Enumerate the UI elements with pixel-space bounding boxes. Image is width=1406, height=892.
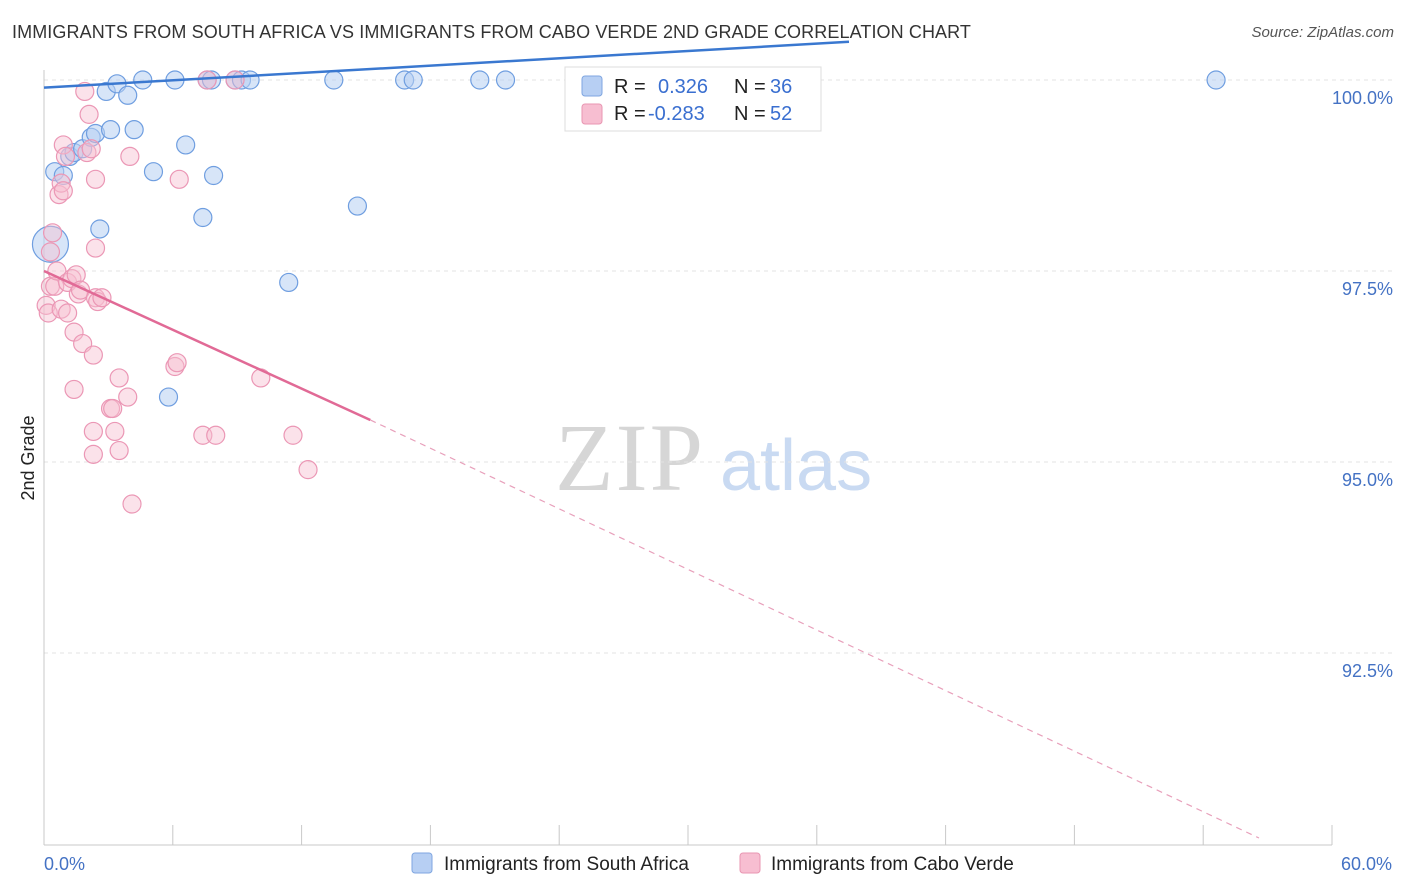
watermark-zip: ZIP [555, 404, 705, 511]
point-cabo-verde [118, 387, 138, 407]
point-south-africa [133, 70, 153, 90]
legend-n-value-1: 36 [770, 76, 792, 98]
grid-lines [44, 79, 1392, 654]
point-south-africa [118, 85, 138, 105]
point-cabo-verde [79, 104, 99, 124]
point-south-africa [470, 70, 490, 90]
legend-n-label-1: N = [734, 76, 766, 98]
point-cabo-verde [55, 146, 76, 166]
stats-legend-box [564, 66, 822, 132]
point-south-africa [279, 272, 299, 293]
point-cabo-verde [167, 353, 187, 373]
point-south-africa [495, 70, 516, 90]
point-south-africa [100, 120, 121, 140]
point-cabo-verde [66, 265, 86, 285]
y-tick-label: 95.0% [1342, 470, 1393, 490]
point-south-africa [403, 70, 423, 90]
series-legend-swatch-cabo-verde [739, 852, 761, 874]
point-cabo-verde [83, 421, 103, 442]
point-cabo-verde [85, 238, 106, 258]
point-cabo-verde [85, 169, 106, 189]
point-cabo-verde [120, 146, 140, 166]
legend-n-label-2: N = [734, 103, 766, 125]
point-cabo-verde [105, 421, 125, 442]
legend-r-label-2: R = [614, 103, 646, 125]
point-south-africa [143, 162, 164, 182]
legend-n-value-2: 52 [770, 103, 792, 125]
point-cabo-verde [225, 70, 245, 90]
point-south-africa [158, 387, 179, 407]
trend-line-south-africa [43, 40, 850, 89]
point-south-africa [176, 135, 196, 155]
y-tick-label: 97.5% [1342, 279, 1393, 299]
point-south-africa [1206, 70, 1226, 90]
y-tick-label: 100.0% [1332, 88, 1393, 108]
point-cabo-verde [75, 81, 95, 102]
point-cabo-verde [51, 173, 71, 193]
point-cabo-verde [53, 135, 73, 155]
point-south-africa [203, 165, 224, 186]
y-tick-labels: 100.0% 97.5% 95.0% 92.5% [1332, 88, 1393, 681]
trend-line-cabo-verde-extension [370, 419, 1260, 839]
point-south-africa [193, 207, 213, 228]
x-axis-ticks [43, 825, 1333, 845]
series-legend-swatch-south-africa [411, 852, 433, 874]
watermark-atlas: atlas [720, 426, 872, 506]
y-axis-label: 2nd Grade [18, 415, 38, 500]
point-cabo-verde [103, 398, 123, 419]
legend-swatch-south-africa [581, 75, 603, 97]
point-cabo-verde [64, 379, 84, 400]
legend-swatch-cabo-verde [581, 103, 603, 125]
point-cabo-verde [109, 368, 129, 388]
point-cabo-verde [298, 460, 318, 480]
series-legend: Immigrants from South Africa Immigrants … [411, 852, 1014, 875]
legend-r-label-1: R = [614, 76, 646, 98]
point-cabo-verde [197, 70, 217, 90]
point-cabo-verde [58, 303, 78, 323]
x-tick-label-max: 60.0% [1341, 854, 1392, 874]
y-tick-label: 92.5% [1342, 661, 1393, 681]
point-cabo-verde [122, 494, 142, 514]
x-tick-label-min: 0.0% [44, 854, 85, 874]
point-cabo-verde [206, 425, 226, 445]
point-cabo-verde [283, 425, 303, 445]
trend-lines [43, 40, 1260, 839]
point-cabo-verde [169, 169, 189, 189]
point-cabo-verde [83, 345, 103, 365]
legend-r-value-1: 0.326 [658, 76, 708, 98]
point-cabo-verde [40, 242, 61, 262]
point-cabo-verde [81, 139, 101, 159]
point-south-africa [90, 219, 110, 239]
legend-r-value-2: -0.283 [648, 103, 705, 125]
point-cabo-verde [42, 223, 63, 243]
point-cabo-verde [36, 295, 56, 315]
stats-legend: R = 0.326 N = 36 R = -0.283 N = 52 [564, 66, 822, 132]
point-south-africa [324, 70, 344, 90]
chart-title: IMMIGRANTS FROM SOUTH AFRICA VS IMMIGRAN… [12, 22, 972, 42]
point-cabo-verde [83, 444, 103, 464]
point-cabo-verde [109, 440, 129, 461]
point-south-africa [347, 196, 368, 216]
series-legend-label-south-africa: Immigrants from South Africa [444, 854, 689, 875]
point-cabo-verde [53, 181, 73, 201]
series-legend-label-cabo-verde: Immigrants from Cabo Verde [771, 854, 1014, 875]
trend-line-cabo-verde [43, 269, 371, 422]
source-label: Source: ZipAtlas.com [1251, 24, 1394, 41]
point-south-africa [53, 165, 73, 186]
point-south-africa [201, 70, 222, 90]
point-south-africa [124, 120, 144, 140]
